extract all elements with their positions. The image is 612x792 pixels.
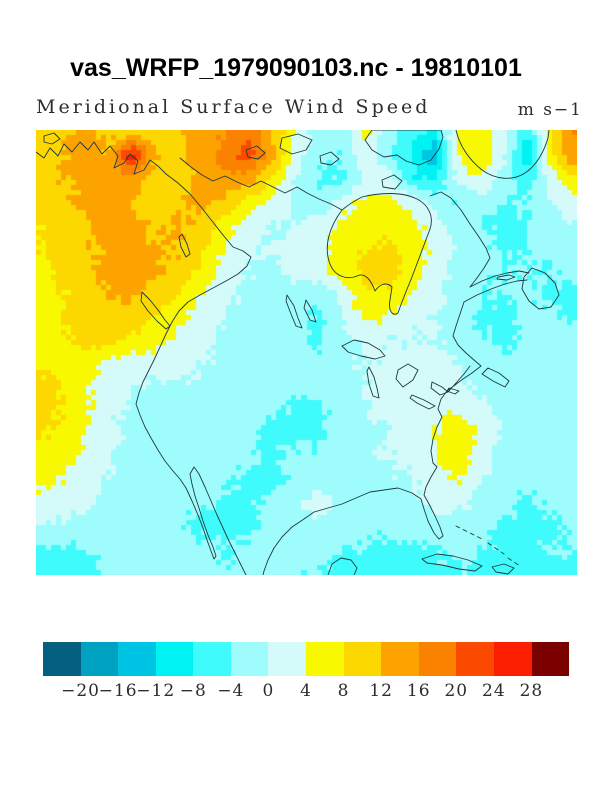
greenland-coast bbox=[455, 130, 550, 179]
colorbar-segment bbox=[118, 642, 156, 676]
vancouver-island bbox=[140, 233, 191, 330]
colorbar bbox=[43, 642, 570, 676]
arctic-islands bbox=[43, 130, 444, 190]
great-lakes bbox=[285, 294, 449, 410]
colorbar-tick-label: 4 bbox=[300, 681, 312, 701]
colorbar-tick-label: −4 bbox=[217, 681, 245, 701]
colorbar-segment bbox=[193, 642, 231, 676]
colorbar-tick-label: 20 bbox=[444, 681, 469, 701]
colorbar-tick-label: 16 bbox=[406, 681, 431, 701]
heatmap-canvas bbox=[36, 130, 577, 575]
colorbar-segment bbox=[418, 642, 457, 676]
colorbar-segment bbox=[268, 642, 307, 676]
colorbar-segment bbox=[230, 642, 269, 676]
colorbar-tick-label: 24 bbox=[482, 681, 506, 701]
colorbar-segment bbox=[493, 642, 532, 676]
hudson-bay-outline bbox=[326, 193, 432, 315]
colorbar-tick-label: 8 bbox=[337, 681, 350, 701]
colorbar-tick-label: 0 bbox=[262, 681, 275, 701]
newfoundland-island bbox=[521, 267, 560, 310]
caribbean-islands bbox=[327, 553, 515, 575]
colorbar-segment bbox=[343, 642, 382, 676]
colorbar-tick-label: −8 bbox=[179, 681, 207, 701]
colorbar-tick-label: 28 bbox=[519, 681, 544, 701]
page-title: vas_WRFP_1979090103.nc - 19810101 bbox=[70, 54, 522, 82]
colorbar-segment bbox=[381, 642, 419, 676]
colorbar-tick-label: −20 bbox=[61, 681, 101, 701]
colorbar-ticks: −20 −16 −12 −8 −4 0 4 8 12 16 20 24 28 bbox=[0, 681, 612, 703]
colorbar-tick-label: 12 bbox=[369, 681, 393, 701]
plot-subtitle: Meridional Surface Wind Speed bbox=[36, 96, 431, 118]
colorbar-segment bbox=[155, 642, 194, 676]
coastline-overlay bbox=[36, 130, 560, 575]
map-plot bbox=[36, 130, 577, 575]
colorbar-segment bbox=[43, 642, 81, 676]
coastline-labrador bbox=[429, 191, 530, 303]
colorbar-segment bbox=[456, 642, 494, 676]
colorbar-tick-label: −16 bbox=[98, 681, 138, 701]
coastline-pacific bbox=[36, 141, 252, 575]
colorbar-tick-label: −12 bbox=[136, 681, 176, 701]
coastline-arctic bbox=[179, 157, 343, 211]
units-label: m s−1 bbox=[517, 100, 583, 120]
colorbar-segment bbox=[306, 642, 344, 676]
colorbar-segment bbox=[80, 642, 119, 676]
bahamas-dashed-chain bbox=[455, 525, 521, 567]
colorbar-segment bbox=[531, 642, 570, 676]
coastline-atlantic bbox=[262, 301, 510, 575]
